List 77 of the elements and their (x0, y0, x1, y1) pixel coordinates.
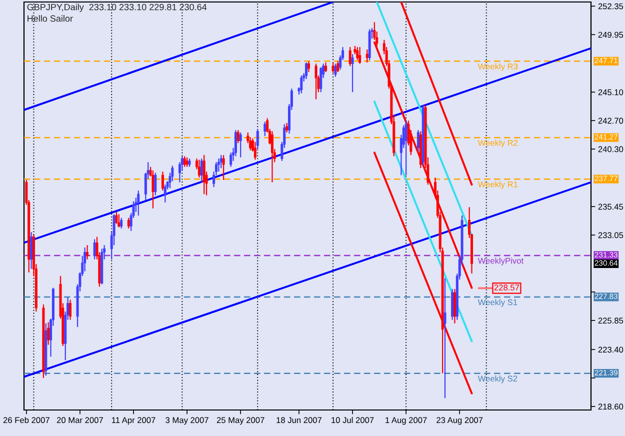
candlestick (183, 156, 186, 168)
candlestick (444, 278, 446, 399)
candlestick (137, 190, 140, 216)
candlestick (222, 154, 225, 180)
candlestick (300, 74, 303, 94)
ref-line-label: Weekly R1 (478, 181, 518, 189)
candlestick (307, 60, 310, 73)
candlestick (270, 130, 274, 183)
y-tick-label: 242.70 (598, 118, 624, 124)
candlestick (236, 130, 240, 144)
ref-line-label: Weekly R2 (478, 140, 518, 148)
x-tick-label: 26 Feb 2007 (3, 416, 50, 424)
candlestick (249, 136, 252, 151)
y-tick-label: 245.10 (598, 89, 624, 96)
candlestick (254, 141, 256, 160)
candlestick (234, 130, 237, 157)
candlestick (264, 121, 266, 137)
x-tick-label: 11 Apr 2007 (112, 417, 156, 425)
candlestick (416, 130, 420, 152)
candlestick (30, 232, 33, 270)
candlestick (336, 60, 340, 73)
candlestick (84, 246, 86, 272)
candlestick (186, 156, 188, 168)
candlestick (68, 299, 72, 320)
y-tick-label: 218.60 (598, 404, 624, 410)
x-tick-label: 18 Jun 2007 (276, 417, 322, 424)
x-tick-label: 23 Aug 2007 (436, 417, 483, 425)
candlestick (120, 217, 123, 230)
y-tick-label: 240.30 (598, 146, 624, 152)
candlestick (115, 211, 118, 224)
ref-line-label: Weekly S1 (478, 299, 518, 307)
candlestick (348, 46, 352, 67)
candlestick (320, 66, 322, 93)
candlestick (324, 62, 328, 73)
candlestick (314, 63, 318, 100)
candlestick (202, 154, 206, 195)
candlestick (351, 54, 354, 93)
candlestick (239, 132, 242, 158)
candlestick (200, 158, 203, 183)
candlestick (118, 214, 120, 228)
candlestick (366, 48, 368, 64)
candlestick (86, 244, 89, 260)
candlestick (164, 184, 166, 203)
ref-line-label: WeeklyPivot (478, 258, 524, 266)
candlestick (356, 46, 359, 61)
y-tick-label: 223.40 (598, 346, 624, 353)
y-tick-label: 225.85 (598, 318, 624, 324)
candlestick (154, 172, 157, 196)
candlestick (217, 158, 220, 172)
ref-line-label: Weekly R3 (478, 63, 518, 72)
x-tick-label: 1 Aug 2007 (386, 417, 427, 425)
candlestick (47, 322, 50, 346)
y-tick-label: 252.35 (598, 3, 624, 10)
candlestick (161, 171, 164, 192)
candlestick (256, 128, 259, 150)
y-tick-label: 249.95 (598, 32, 624, 38)
chart-title: GBPJPY,Daily 233.10 233.10 229.81 230.64 (27, 4, 207, 12)
y-tick-label: 233.05 (598, 232, 624, 238)
x-tick-label: 25 May 2007 (216, 417, 264, 425)
candlestick (358, 46, 362, 64)
text: Hello Sailor (28, 15, 73, 22)
x-tick-label: 20 Mar 2007 (56, 417, 103, 424)
candlestick (220, 154, 222, 169)
y-tick-label: 235.45 (598, 204, 624, 210)
candlestick (334, 63, 337, 78)
candlestick (198, 159, 200, 178)
candlestick (451, 288, 454, 320)
x-tick-label: 10 Jul 2007 (332, 416, 374, 424)
candlestick (152, 170, 154, 209)
candlestick (453, 288, 456, 324)
candlestick (286, 122, 288, 134)
annotation: 228.57 (494, 284, 520, 290)
ref-line-label: Weekly S2 (478, 375, 518, 384)
candlestick (127, 217, 130, 230)
x-tick-label: 3 May 2007 (166, 417, 208, 425)
candlestick (305, 62, 308, 80)
candlestick (230, 152, 232, 168)
